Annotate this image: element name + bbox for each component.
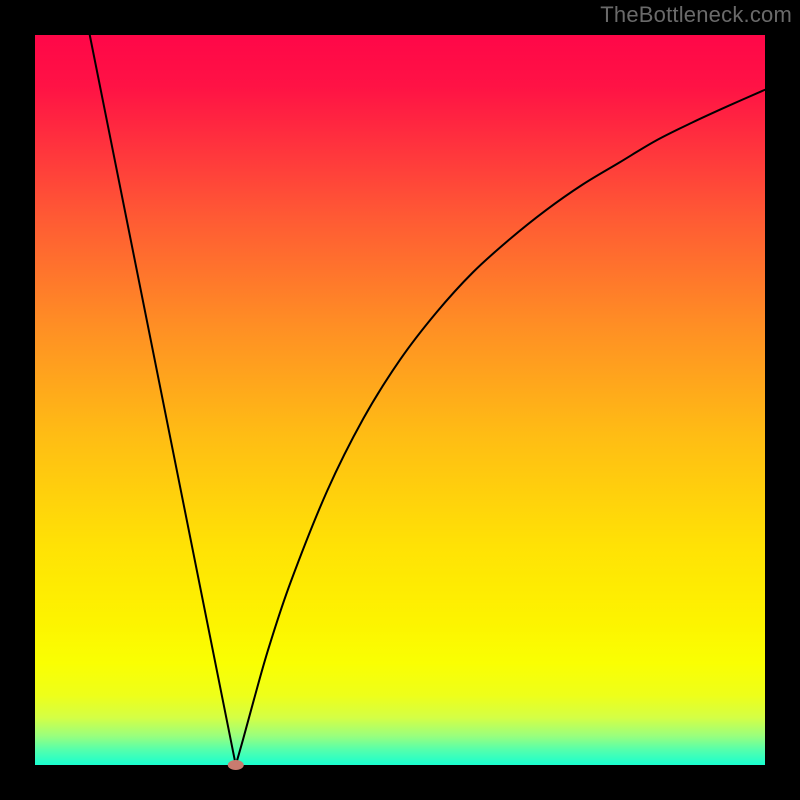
curve-right-segment [236, 90, 765, 765]
watermark-text: TheBottleneck.com [600, 2, 792, 28]
chart-container: TheBottleneck.com [0, 0, 800, 800]
curve-overlay [0, 0, 800, 800]
curve-left-segment [90, 35, 236, 765]
minimum-marker [228, 760, 244, 770]
